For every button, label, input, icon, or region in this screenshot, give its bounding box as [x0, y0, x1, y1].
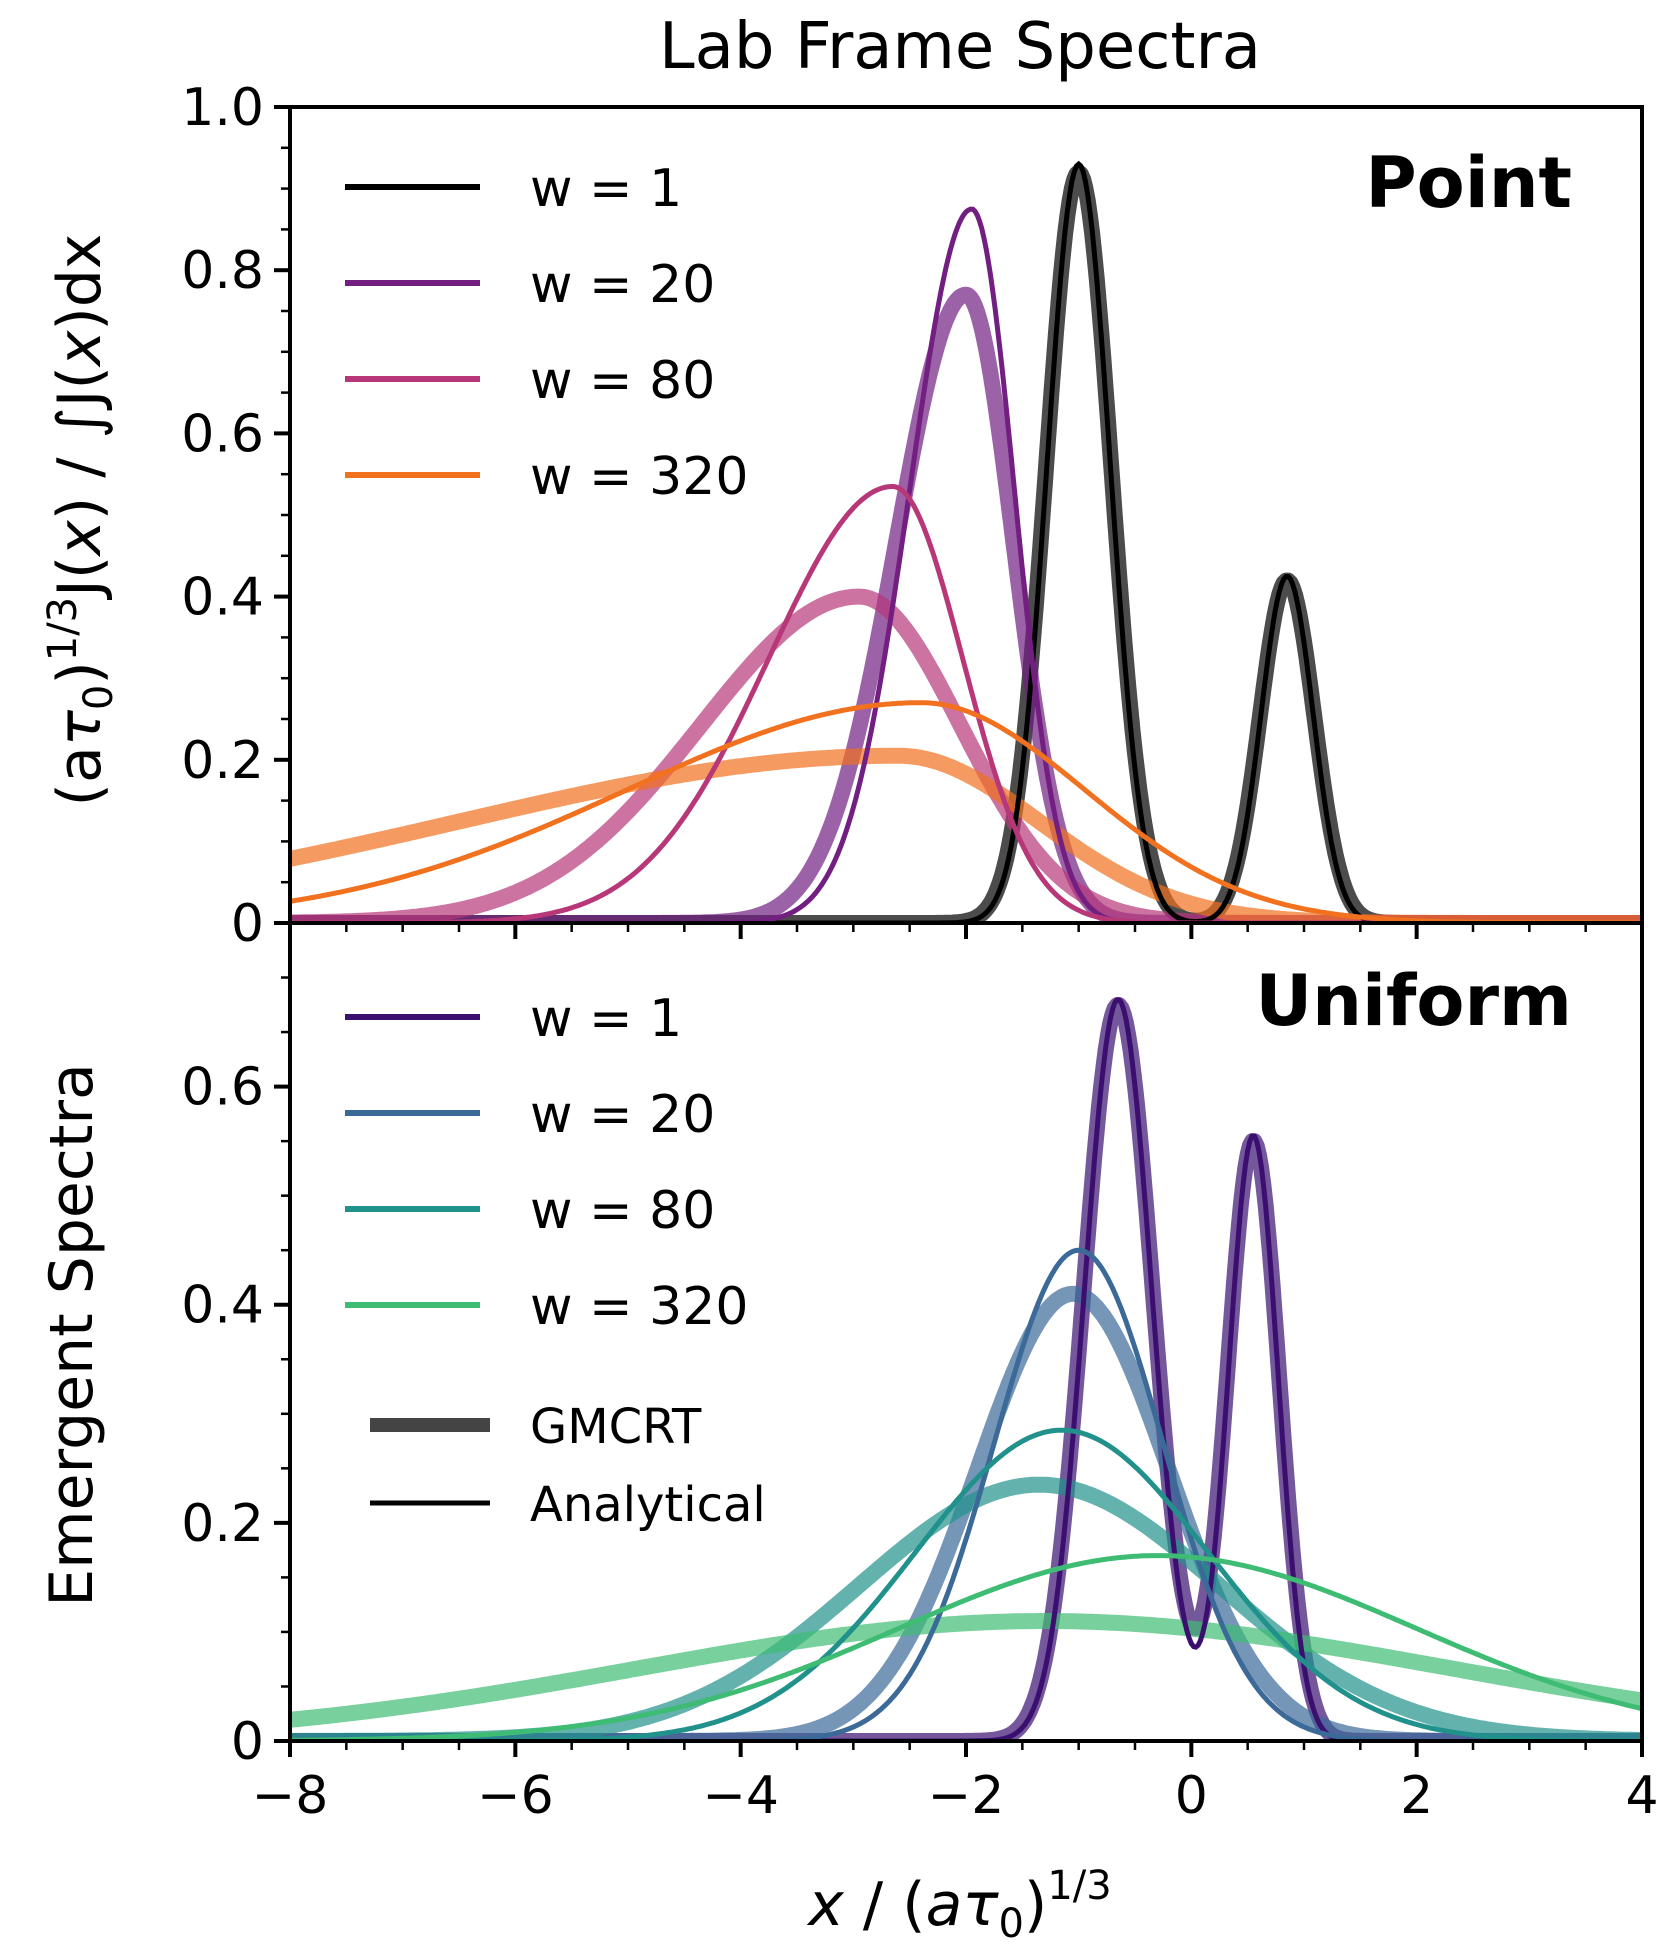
x-tick-label: 0	[1175, 1766, 1208, 1826]
panel-label-point: Point	[1365, 142, 1572, 224]
top-axes-frame	[288, 105, 1644, 925]
y-tick-label: 0.2	[181, 1494, 264, 1554]
top-ticks: 0 0.2 0.4 0.6 0.8 1.0	[181, 78, 1644, 954]
y-tick-label: 0	[231, 894, 264, 954]
legend-entry: w = 20	[530, 255, 715, 315]
legend-entry: w = 80	[530, 1181, 715, 1241]
legend-gmcrt-label: GMCRT	[530, 1399, 702, 1455]
x-tick-label: −4	[702, 1766, 779, 1826]
y-axis-label-top: (aτ0)1/3J(x) / ∫J(x)dx	[40, 234, 122, 807]
x-tick-label: −2	[928, 1766, 1005, 1826]
analytical-series-w320	[290, 700, 1642, 923]
x-tick-label: −8	[252, 1766, 329, 1826]
analytical-series-w320	[290, 1553, 1642, 1741]
top-legend: w = 1 w = 20 w = 80 w = 320	[345, 159, 748, 507]
x-tick-label: 4	[1625, 1766, 1658, 1826]
x-tick-label: −6	[477, 1766, 554, 1826]
legend-entry: w = 1	[530, 989, 682, 1049]
gmcrt-series-w20	[290, 286, 1642, 923]
gmcrt-series-w80	[290, 1476, 1642, 1741]
gmcrt-series-w80	[290, 588, 1642, 923]
gmcrt-series-w320	[290, 1613, 1642, 1728]
panel-label-uniform: Uniform	[1255, 960, 1572, 1042]
svg-text:(aτ0)1/3J(x) / ∫J(x)dx: (aτ0)1/3J(x) / ∫J(x)dx	[40, 234, 122, 807]
legend-entry: w = 20	[530, 1085, 715, 1145]
legend-entry: w = 1	[530, 159, 682, 219]
y-tick-label: 0.6	[181, 404, 264, 464]
analytical-series-w80	[290, 484, 1642, 923]
y-tick-label: 0	[231, 1712, 264, 1772]
bottom-curves	[290, 997, 1642, 1741]
y-tick-label: 0.4	[181, 1276, 264, 1336]
analytical-series-w20	[290, 206, 1642, 923]
x-axis-label: x / (aτ0)1/3	[806, 1863, 1111, 1947]
y-tick-label: 1.0	[181, 78, 264, 138]
legend-entry: w = 320	[530, 1277, 748, 1337]
x-tick-label: 2	[1400, 1766, 1433, 1826]
bottom-axes-frame	[288, 921, 1644, 1743]
legend-entry: w = 320	[530, 447, 748, 507]
top-panel: 0 0.2 0.4 0.6 0.8 1.0 Point w = 1 w = 20 w = 80…	[181, 78, 1644, 954]
top-curves	[290, 160, 1642, 923]
legend-entry: w = 80	[530, 351, 715, 411]
y-axis-label-bottom: Emergent Spectra	[37, 1063, 107, 1607]
chart-title: Lab Frame Spectra	[659, 10, 1261, 84]
y-tick-label: 0.4	[181, 568, 264, 628]
bottom-ticks: 0 0.2 0.4 0.6 −8 −6 −4 −2 0 2 4	[181, 921, 1659, 1826]
bottom-legend: w = 1 w = 20 w = 80 w = 320	[345, 989, 748, 1337]
y-tick-label: 0.6	[181, 1058, 264, 1118]
y-tick-label: 0.2	[181, 731, 264, 791]
y-tick-label: 0.8	[181, 241, 264, 301]
legend-analytical-label: Analytical	[530, 1477, 766, 1533]
bottom-panel: 0 0.2 0.4 0.6 −8 −6 −4 −2 0 2 4 Uniform w = 1 w = 2…	[181, 921, 1659, 1826]
